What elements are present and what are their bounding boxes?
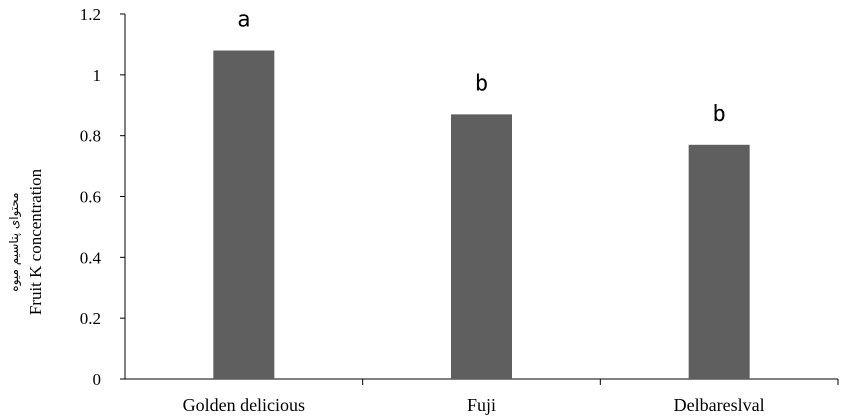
bar [451,114,512,379]
y-axis-title: Fruit K concentration [26,168,45,315]
plot-area: 0 0.2 0.4 0.6 0.8 1 1.2 a Golden delicious b Fuji b… [80,5,839,415]
y-axis-title-persian: محتوای پتاسیم میوه [7,192,22,291]
y-axis-title-group: محتوای پتاسیم میوه Fruit K concentration [7,168,45,315]
y-tick-label: 0 [93,370,102,389]
y-tick-label: 0.6 [80,188,101,207]
y-tick-label: 0.4 [80,248,102,267]
y-tick-label: 0.8 [80,127,101,146]
significance-label: b [713,102,726,127]
significance-label: b [475,71,488,96]
y-tick-label: 1 [93,66,102,85]
y-tick-label: 1.2 [80,5,101,24]
y-tick-label: 0.2 [80,309,101,328]
x-category-label: Fuji [467,395,496,415]
significance-label: a [237,8,250,33]
x-category-label: Delbareslval [674,395,765,415]
bar [213,50,275,379]
bar [688,144,750,379]
x-category-label: Golden delicious [183,395,305,415]
